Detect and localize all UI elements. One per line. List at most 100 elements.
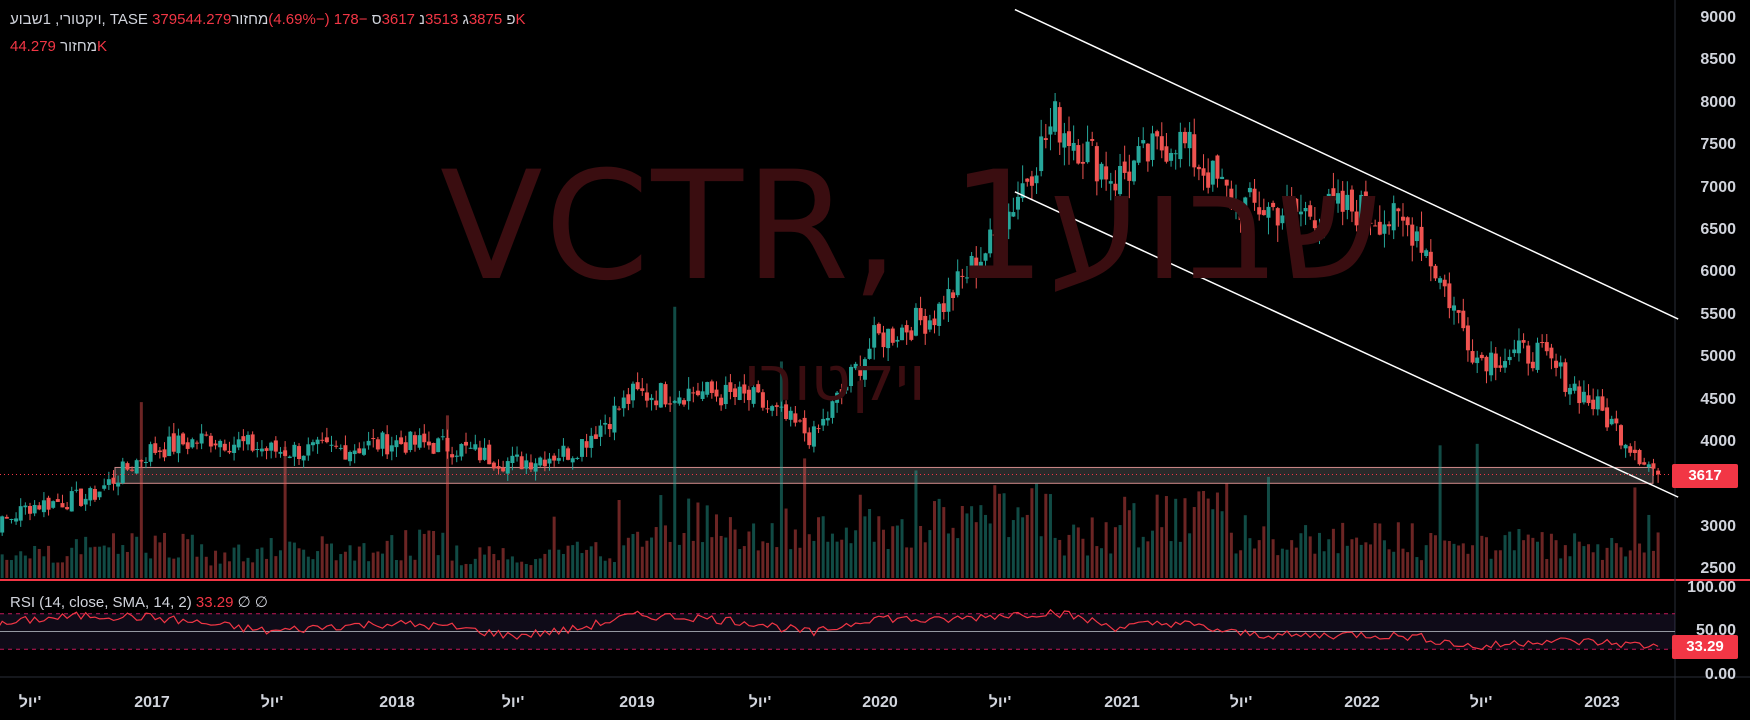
volume-bar <box>970 506 974 578</box>
candle-body <box>389 445 394 452</box>
candle-body <box>348 451 353 462</box>
volume-bar <box>195 556 199 578</box>
candle-body <box>1215 155 1220 179</box>
candle-body <box>584 441 589 448</box>
volume-bar <box>682 532 686 578</box>
volume-bar <box>1081 538 1085 578</box>
candle-body <box>733 388 738 398</box>
volume-bar <box>167 557 171 578</box>
candle-body <box>640 388 645 391</box>
candle-body <box>830 401 835 418</box>
candle-body <box>1164 146 1169 162</box>
candle-body <box>663 384 668 405</box>
candle-body <box>579 439 584 457</box>
candle-body <box>487 444 492 465</box>
candle-body <box>241 436 246 442</box>
volume-bar <box>858 494 862 578</box>
candle-body <box>1405 217 1410 226</box>
legend-symbol[interactable]: ויקטורי, 1שבוע, TASE <box>10 11 148 28</box>
candle-body <box>4 516 9 519</box>
candle-body <box>1122 161 1127 173</box>
candle-body <box>723 384 728 405</box>
candle-body <box>1136 146 1141 163</box>
volume-bar <box>111 533 115 578</box>
legend-volume-label: מחזור <box>231 11 269 28</box>
candle-body <box>324 437 329 443</box>
candle-body <box>236 439 241 448</box>
candle-body <box>1614 418 1619 424</box>
volume-bar <box>1151 530 1155 578</box>
volume-bar <box>891 526 895 578</box>
candle-body <box>1656 470 1661 475</box>
candle-body <box>301 455 306 461</box>
candle-body <box>839 389 844 393</box>
candle-body <box>737 386 742 400</box>
volume-bar <box>408 555 412 578</box>
volume-bar <box>1480 535 1484 578</box>
candle-body <box>1104 166 1109 180</box>
volume-bar <box>227 561 231 578</box>
volume-bar <box>14 555 18 578</box>
candle-body <box>978 261 983 270</box>
candle-body <box>1363 191 1368 219</box>
candle-body <box>1503 361 1508 368</box>
candle-body <box>1428 251 1433 267</box>
candle-body <box>1294 198 1299 212</box>
volume-legend[interactable]: מחזור 44.279K <box>10 38 107 55</box>
volume-bar <box>928 530 932 578</box>
candle-body <box>1549 347 1554 359</box>
volume-bar <box>367 561 371 578</box>
volume-bar <box>269 538 273 578</box>
volume-bar <box>1331 528 1335 578</box>
candle-body <box>556 458 561 461</box>
candle-body <box>306 444 311 456</box>
candle-body <box>473 444 478 450</box>
volume-bar <box>153 535 157 578</box>
candle-body <box>1526 345 1531 364</box>
volume-bar <box>640 546 644 578</box>
candle-body <box>886 328 891 349</box>
channel-line-lower <box>1014 191 1679 498</box>
volume-bar <box>1011 520 1015 578</box>
candle-body <box>705 382 710 395</box>
candle-body <box>1206 172 1211 188</box>
volume-bar <box>1503 535 1507 578</box>
volume-bar <box>770 523 774 578</box>
volume-bar <box>900 519 904 578</box>
volume-bar <box>668 541 672 578</box>
candle-body <box>1456 310 1461 313</box>
candle-body <box>691 392 696 394</box>
candle-body <box>9 518 14 520</box>
volume-bar <box>84 536 88 578</box>
candle-body <box>1563 362 1568 392</box>
candle-body <box>946 289 951 312</box>
candle-body <box>867 348 872 359</box>
volume-bar <box>775 547 779 578</box>
volume-bar <box>1202 490 1206 578</box>
volume-bar <box>650 537 654 578</box>
volume-bar <box>1206 498 1210 578</box>
volume-bar <box>1276 555 1280 578</box>
rsi-legend[interactable]: RSI (14, close, SMA, 14, 2) 33.29 ∅ ∅ <box>10 593 268 611</box>
price-tick-5500: 5500 <box>1700 305 1736 323</box>
candle-body <box>1271 202 1276 208</box>
volume-bar <box>872 541 876 578</box>
candle-body <box>746 389 751 401</box>
candle-body <box>835 392 840 403</box>
candle-body <box>222 443 227 451</box>
volume-bar <box>232 547 236 578</box>
volume-bar <box>877 516 881 578</box>
volume-bar <box>1132 503 1136 578</box>
candle-body <box>589 435 594 448</box>
candle-body <box>338 447 343 449</box>
volume-bar <box>909 547 913 578</box>
volume-bar <box>1494 550 1498 578</box>
candle-body <box>37 505 42 510</box>
volume-bar <box>733 529 737 578</box>
candle-body <box>1544 342 1549 352</box>
candle-body <box>1349 189 1354 212</box>
volume-bar <box>844 527 848 578</box>
volume-bar <box>1053 537 1057 578</box>
volume-bar <box>1633 487 1637 578</box>
